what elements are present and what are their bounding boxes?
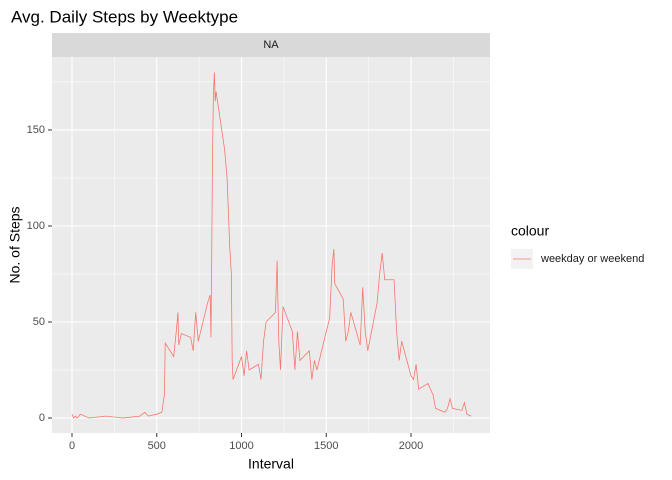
y-tick-label: 150 <box>27 124 45 136</box>
x-tick-label: 2000 <box>399 440 423 452</box>
line <box>71 72 472 419</box>
legend-label: weekday or weekend <box>540 253 644 265</box>
marks <box>71 72 472 419</box>
x-tick-label: 500 <box>148 440 166 452</box>
grid <box>52 57 490 433</box>
y-tick-label: 100 <box>27 220 45 232</box>
y-tick-label: 0 <box>39 412 45 424</box>
panel <box>52 57 490 433</box>
x-tick-label: 1000 <box>229 440 253 452</box>
x-tick-label: 0 <box>69 440 75 452</box>
facet-strip <box>52 33 490 57</box>
facet-label: NA <box>263 39 279 51</box>
chart-title: Avg. Daily Steps by Weektype <box>11 7 238 26</box>
x-tick-label: 1500 <box>314 440 338 452</box>
x-axis-title: Interval <box>248 456 294 472</box>
legend-title: colour <box>511 223 549 239</box>
y-tick-label: 50 <box>33 316 45 328</box>
y-axis-title: No. of Steps <box>7 206 23 283</box>
